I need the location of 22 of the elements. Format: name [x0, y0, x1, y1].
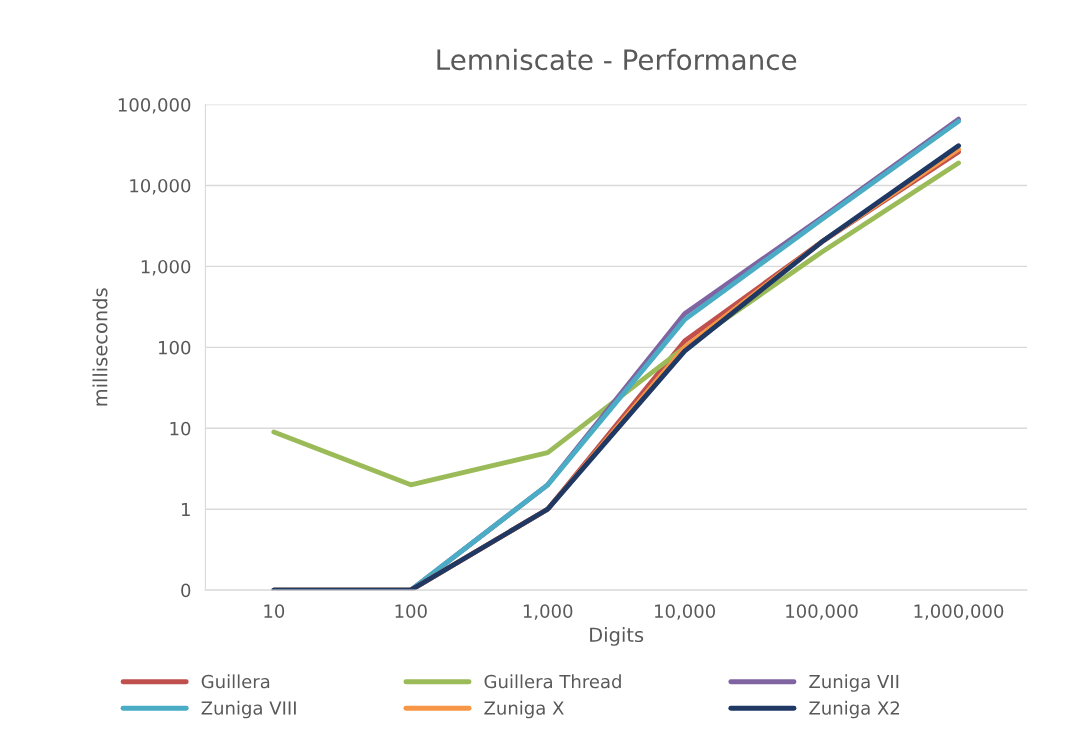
legend-label: Zuniga X: [484, 700, 564, 719]
x-tick-label: 10: [264, 604, 285, 618]
x-tick-label: 100,000: [786, 604, 858, 620]
x-tick-label: 1,000: [523, 604, 573, 620]
y-tick-label: 100,000: [118, 98, 191, 114]
y-tick-label: 0: [181, 583, 191, 598]
legend-label: Zuniga X2: [809, 700, 900, 719]
legend-label: Zuniga VIII: [201, 700, 296, 719]
x-tick-label: 100: [395, 604, 427, 618]
x-tick-label: 10,000: [655, 604, 716, 620]
x-tick-label: 1,000,000: [914, 604, 1004, 620]
y-tick-label: 1: [182, 502, 190, 517]
y-tick-label: 100: [159, 340, 191, 355]
y-tick-label: 1,000: [141, 259, 191, 276]
legend-label: Zuniga VII: [809, 674, 899, 692]
chart-title: Lemniscate - Performance: [437, 48, 797, 71]
legend-label: Guillera: [201, 674, 270, 689]
y-axis-title: milliseconds: [92, 288, 108, 406]
y-tick-label: 10: [170, 421, 191, 436]
x-axis-title: Digits: [590, 627, 644, 646]
legend-label: Guillera Thread: [484, 674, 621, 689]
y-tick-label: 10,000: [130, 178, 191, 195]
